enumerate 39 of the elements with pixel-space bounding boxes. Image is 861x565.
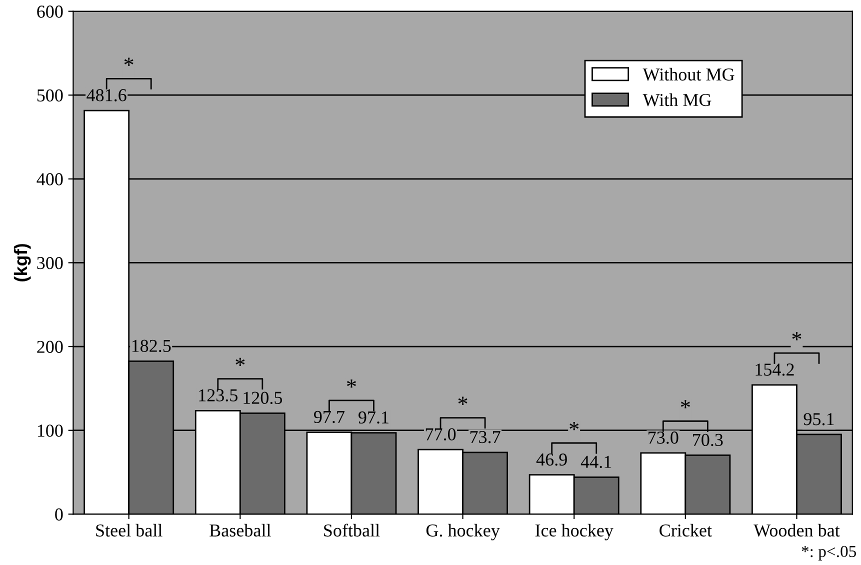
data-label: 481.6 bbox=[86, 89, 126, 102]
x-tick-label: Cricket bbox=[660, 524, 712, 537]
y-tick-label: 0 bbox=[55, 508, 63, 521]
data-label: 123.5 bbox=[199, 389, 238, 402]
data-label: 73.0 bbox=[648, 432, 678, 444]
x-tick-label: Baseball bbox=[210, 524, 271, 537]
data-label: 120.5 bbox=[244, 392, 282, 404]
annotation: * bbox=[236, 358, 245, 366]
data-label: 44.1 bbox=[580, 456, 612, 468]
y-tick-label: 200 bbox=[37, 340, 63, 353]
annotation: * bbox=[792, 332, 802, 340]
x-tick-label: Ice hockey bbox=[535, 524, 614, 540]
annotation: * bbox=[680, 400, 690, 408]
annotation: * bbox=[347, 379, 356, 388]
y-tick-label: 100 bbox=[38, 424, 63, 437]
y-axis-title: (kgf) bbox=[14, 244, 31, 282]
y-tick-label: 400 bbox=[36, 173, 63, 186]
legend-label: With MG bbox=[642, 93, 712, 106]
x-tick-label: Steel ball bbox=[96, 524, 162, 537]
y-tick-label: 500 bbox=[37, 89, 63, 102]
annotation: * bbox=[458, 396, 468, 405]
y-tick-label: 600 bbox=[37, 6, 63, 18]
data-label: 154.2 bbox=[756, 364, 794, 376]
data-label: 70.3 bbox=[693, 434, 723, 446]
annotation: * bbox=[124, 58, 134, 66]
data-label: 97.1 bbox=[358, 411, 388, 424]
text: *: p<.05 bbox=[802, 546, 856, 560]
data-label: 73.7 bbox=[470, 431, 500, 444]
annotation: * bbox=[570, 422, 579, 430]
y-tick-label: 300 bbox=[37, 256, 63, 270]
x-tick-label: Wooden bat bbox=[754, 524, 840, 537]
data-label: 182.5 bbox=[132, 340, 171, 352]
data-label: 97.7 bbox=[314, 410, 344, 424]
legend-label: Without MG bbox=[642, 68, 734, 81]
x-tick-label: G. hockey bbox=[426, 524, 500, 540]
data-label: 46.9 bbox=[536, 453, 567, 466]
x-tick-label: Softball bbox=[324, 524, 380, 537]
data-label: 77.0 bbox=[426, 428, 456, 440]
data-label: 95.1 bbox=[804, 413, 834, 426]
